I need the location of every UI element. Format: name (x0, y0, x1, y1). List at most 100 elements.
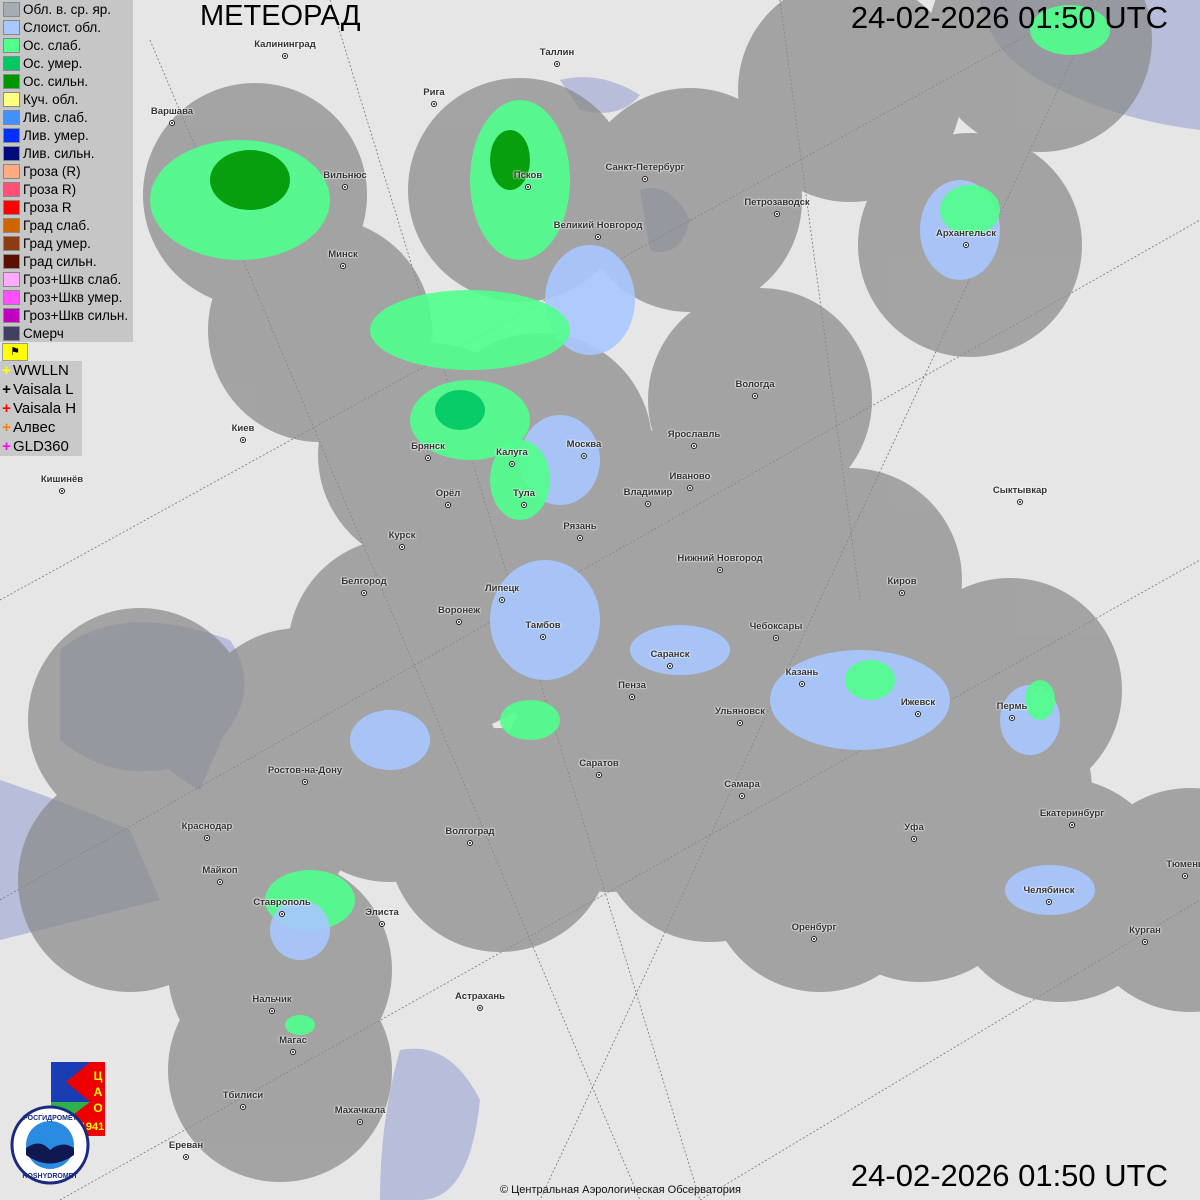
city-marker-icon (509, 461, 515, 467)
city-label: Вологда (735, 379, 775, 390)
city-marker-icon (1142, 939, 1148, 945)
legend-item: Ос. сильн. (0, 72, 133, 90)
city-label: Калуга (496, 447, 528, 458)
city-label: Ижевск (900, 697, 936, 708)
svg-text:Ц: Ц (94, 1069, 103, 1083)
precip-echo (770, 650, 950, 750)
lightning-label: GLD360 (13, 438, 69, 455)
city-marker-icon (799, 681, 805, 687)
legend-label: Ос. сильн. (23, 73, 89, 89)
city-marker-icon (290, 1049, 296, 1055)
precip-echo (630, 625, 730, 675)
lightning-cross-icon: + (2, 381, 11, 398)
precip-echo (490, 440, 550, 520)
precipitation-echoes (150, 5, 1110, 1035)
legend-label: Гроз+Шкв сильн. (23, 307, 129, 323)
legend-item: Гроз+Шкв слаб. (0, 270, 133, 288)
city-marker-icon (645, 501, 651, 507)
legend-item: Гроз+Шкв сильн. (0, 306, 133, 324)
copyright: © Центральная Аэрологическая Обсерватори… (500, 1184, 741, 1196)
legend-item: Слоист. обл. (0, 18, 133, 36)
radar-circle (738, 0, 962, 202)
legend-swatch (3, 145, 20, 161)
lightning-item: + WWLLN (0, 361, 82, 380)
city-label: Великий Новгород (553, 220, 643, 231)
legend-item: Град умер. (0, 234, 133, 252)
city-label: Майкоп (202, 865, 238, 876)
precip-legend: Обл. в. ср. яр. Слоист. обл. Ос. слаб. Ос. … (0, 0, 133, 342)
legend-swatch (3, 127, 20, 143)
city-marker-icon (915, 711, 921, 717)
city-marker-icon (269, 1008, 275, 1014)
city-marker-icon (204, 835, 210, 841)
city-marker-icon (752, 393, 758, 399)
legend-label: Лив. умер. (23, 127, 89, 143)
city-label: Сыктывкар (992, 485, 1048, 496)
legend-toggle-button[interactable]: ⚑ (2, 343, 28, 361)
city-marker-icon (183, 1154, 189, 1160)
city-marker-icon (717, 567, 723, 573)
radar-circle (578, 88, 802, 312)
legend-swatch (3, 73, 20, 89)
city-label: Волгоград (445, 826, 495, 837)
city-marker-icon (595, 234, 601, 240)
city-label: Элиста (365, 907, 399, 918)
legend-item: Гроза (R) (0, 162, 133, 180)
lightning-label: Vaisala H (13, 400, 77, 417)
legend-item: Лив. слаб. (0, 108, 133, 126)
city-label: Тула (513, 488, 535, 499)
city-marker-icon (1009, 715, 1015, 721)
legend-swatch (3, 91, 20, 107)
lightning-item: + Vaisala H (0, 399, 82, 418)
city-label: Оренбург (791, 922, 837, 933)
radar-circle (28, 608, 252, 832)
legend-swatch (3, 19, 20, 35)
legend-label: Гроз+Шкв слаб. (23, 271, 122, 287)
precip-echo (210, 150, 290, 210)
legend-item: Куч. обл. (0, 90, 133, 108)
city-marker-icon (340, 263, 346, 269)
precip-echo (1005, 865, 1095, 915)
city-label: Владимир (623, 487, 673, 498)
city-marker-icon (361, 590, 367, 596)
city-marker-icon (1046, 899, 1052, 905)
legend-item: Град слаб. (0, 216, 133, 234)
city-marker-icon (240, 1104, 246, 1110)
city-label: Киев (231, 423, 255, 434)
city-marker-icon (774, 211, 780, 217)
city-marker-icon (477, 1005, 483, 1011)
city-label: Саранск (650, 649, 690, 660)
city-marker-icon (739, 793, 745, 799)
city-label: Киров (887, 576, 917, 587)
precip-echo (1030, 5, 1110, 55)
legend-item: Гроза R (0, 198, 133, 216)
city-marker-icon (773, 635, 779, 641)
city-marker-icon (629, 694, 635, 700)
city-label: Иваново (669, 471, 711, 482)
precip-echo (500, 700, 560, 740)
legend-label: Ос. слаб. (23, 37, 82, 53)
radar-circle (648, 288, 872, 512)
precip-echo (270, 900, 330, 960)
city-label: Орёл (435, 488, 461, 499)
city-marker-icon (899, 590, 905, 596)
legend-label: Град умер. (23, 235, 91, 251)
svg-text:А: А (94, 1085, 103, 1099)
city-label: Пермь (996, 701, 1028, 712)
city-marker-icon (554, 61, 560, 67)
city-label: Липецк (484, 583, 520, 594)
legend-swatch (3, 163, 20, 179)
page-title: МЕТЕОРАД (200, 0, 361, 32)
legend-item: Гроза R) (0, 180, 133, 198)
legend-swatch (3, 1, 20, 17)
legend-item: Ос. умер. (0, 54, 133, 72)
city-marker-icon (499, 597, 505, 603)
lightning-cross-icon: + (2, 438, 11, 455)
city-label: Таллин (539, 47, 575, 58)
city-marker-icon (525, 184, 531, 190)
city-label: Астрахань (455, 991, 505, 1002)
city-label: Курск (388, 530, 416, 541)
legend-label: Смерч (23, 325, 64, 341)
city-label: Екатеринбург (1039, 808, 1105, 819)
